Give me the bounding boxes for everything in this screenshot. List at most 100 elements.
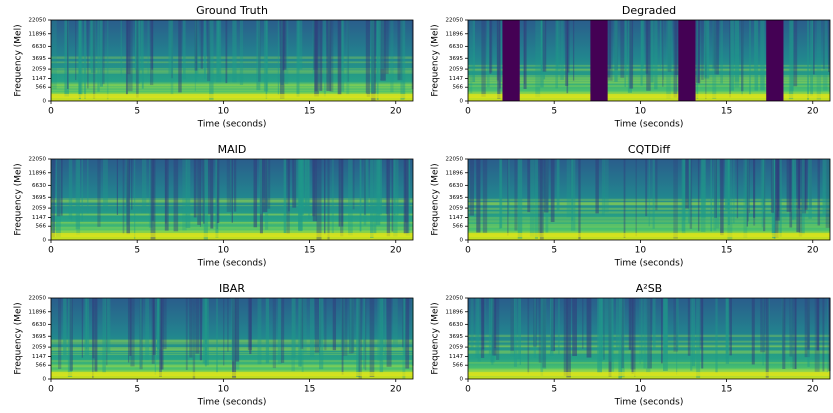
onset-stripe — [234, 298, 240, 370]
harmonic-band — [468, 350, 830, 353]
harmonic-band — [51, 340, 413, 343]
onset-stripe — [134, 20, 137, 70]
y-tick-label: 566 — [453, 363, 464, 369]
onset-stripe — [540, 20, 542, 70]
onset-stripe — [308, 159, 311, 220]
onset-stripe — [262, 159, 268, 213]
onset-stripe — [491, 298, 497, 356]
harmonic-band — [468, 75, 830, 77]
onset-stripe — [204, 20, 206, 79]
onset-stripe — [299, 159, 304, 215]
onset-stripe — [499, 159, 502, 229]
onset-stripe — [319, 298, 324, 370]
y-axis-label: Frequency (Mel) — [431, 302, 441, 374]
onset-stripe — [630, 298, 636, 370]
onset-stripe — [477, 298, 481, 362]
onset-stripe — [363, 298, 365, 369]
y-tick-label: 0 — [460, 238, 464, 244]
onset-stripe — [384, 298, 387, 356]
onset-stripe — [280, 20, 284, 85]
onset-stripe — [494, 298, 496, 348]
onset-stripe — [754, 20, 759, 91]
onset-stripe — [578, 159, 581, 240]
chart-title: Ground Truth — [196, 4, 268, 17]
harmonic-band — [468, 64, 830, 67]
y-tick-label: 2059 — [32, 206, 46, 212]
onset-stripe — [608, 298, 613, 362]
y-tick-label: 3695 — [32, 56, 46, 62]
onset-stripe — [302, 298, 307, 353]
low-band — [51, 94, 413, 98]
x-tick-label: 0 — [48, 385, 54, 395]
onset-stripe — [647, 298, 652, 369]
onset-stripe — [259, 159, 263, 234]
gap — [502, 20, 520, 101]
onset-stripe — [556, 20, 560, 70]
onset-stripe — [734, 20, 740, 82]
x-tick-label: 20 — [390, 107, 402, 117]
onset-stripe — [517, 298, 521, 359]
onset-stripe — [620, 20, 625, 78]
onset-stripe — [729, 298, 732, 356]
onset-stripe — [725, 298, 730, 364]
onset-stripe — [539, 159, 544, 240]
onset-stripe — [621, 298, 624, 369]
onset-stripe — [497, 20, 501, 99]
onset-stripe — [472, 20, 476, 83]
onset-stripe — [729, 20, 731, 98]
onset-stripe — [173, 159, 179, 232]
onset-stripe — [84, 20, 87, 99]
onset-stripe — [488, 298, 491, 356]
onset-stripe — [329, 20, 334, 92]
onset-stripe — [687, 159, 691, 224]
x-axis-label: Time (seconds) — [197, 259, 267, 269]
chart-title: CQTDiff — [628, 143, 671, 156]
onset-stripe — [156, 298, 162, 359]
harmonic-band — [51, 87, 413, 89]
x-axis-label: Time (seconds) — [614, 120, 684, 130]
onset-stripe — [373, 159, 377, 234]
x-tick-label: 15 — [304, 107, 315, 117]
onset-stripe — [701, 159, 706, 218]
onset-stripe — [327, 20, 331, 77]
harmonic-band — [468, 198, 830, 202]
onset-stripe — [200, 20, 203, 69]
onset-stripe — [597, 298, 602, 373]
onset-stripe — [340, 159, 344, 237]
onset-stripe — [340, 298, 345, 353]
onset-stripe — [69, 298, 74, 371]
onset-stripe — [371, 20, 377, 94]
onset-stripe — [538, 159, 543, 237]
onset-stripe — [609, 298, 615, 372]
onset-stripe — [282, 20, 285, 71]
onset-stripe — [136, 20, 139, 98]
y-tick-label: 6630 — [449, 183, 463, 189]
onset-stripe — [666, 20, 671, 99]
onset-stripe — [341, 20, 344, 71]
onset-stripe — [294, 159, 299, 208]
onset-stripe — [154, 298, 156, 375]
onset-stripe — [607, 20, 613, 81]
onset-stripe — [635, 159, 637, 237]
onset-stripe — [385, 159, 389, 215]
onset-stripe — [623, 159, 626, 238]
onset-stripe — [822, 298, 825, 372]
onset-stripe — [725, 159, 730, 210]
onset-stripe — [542, 20, 547, 72]
onset-stripe — [789, 298, 793, 357]
low-band — [468, 94, 830, 98]
onset-stripe — [746, 159, 748, 227]
onset-stripe — [826, 298, 828, 373]
onset-stripe — [704, 20, 710, 79]
onset-stripe — [102, 298, 106, 373]
onset-stripe — [139, 298, 142, 368]
harmonic-band — [468, 208, 830, 210]
onset-stripe — [152, 298, 156, 355]
spectrogram-background — [468, 298, 830, 379]
onset-stripe — [570, 159, 576, 231]
onset-stripe — [235, 298, 240, 362]
onset-stripe — [798, 159, 803, 237]
y-tick-label: 22050 — [446, 157, 464, 163]
onset-stripe — [363, 298, 366, 352]
onset-stripe — [52, 20, 57, 90]
